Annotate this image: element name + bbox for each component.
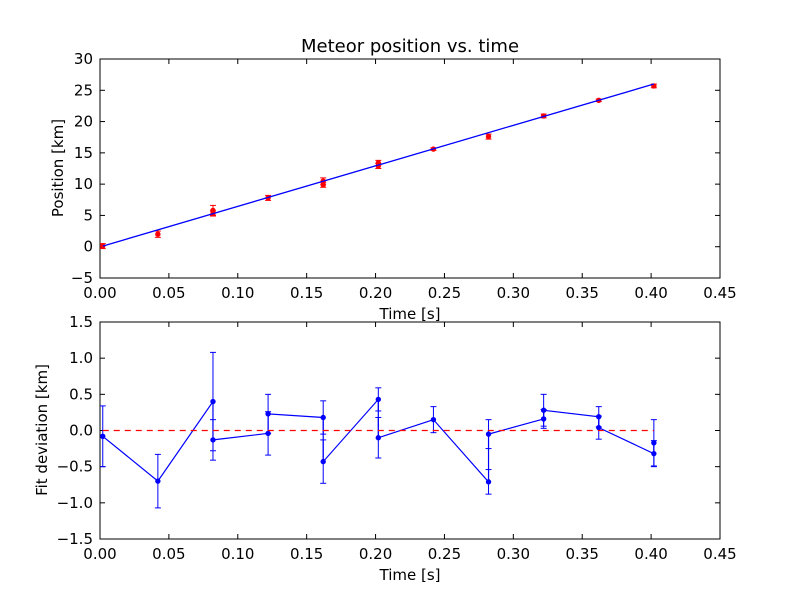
y-tick-label: 5 xyxy=(83,206,93,224)
y-tick-label: −0.5 xyxy=(57,458,93,476)
y-tick-label: 1.0 xyxy=(69,349,93,367)
data-point xyxy=(210,437,216,443)
x-tick-label: 0.05 xyxy=(152,284,185,302)
y-tick-label: −1.5 xyxy=(57,530,93,548)
y-tick-label: −5 xyxy=(71,269,93,287)
y-tick-label: −1.0 xyxy=(57,494,93,512)
chart-title: Meteor position vs. time xyxy=(301,36,519,57)
data-point xyxy=(375,435,382,441)
data-point xyxy=(375,396,382,403)
data-point xyxy=(320,414,326,421)
data-point xyxy=(320,182,326,188)
x-tick-label: 0.35 xyxy=(566,284,599,302)
data-point xyxy=(596,424,602,431)
data-point xyxy=(651,440,657,446)
y-tick-label: 20 xyxy=(74,113,93,131)
fit-line xyxy=(102,83,655,247)
y-tick-label: 0 xyxy=(83,238,93,256)
position-subplot: Meteor position vs. time Time [s] Positi… xyxy=(49,36,737,323)
plot-frame xyxy=(99,58,721,279)
data-point xyxy=(485,431,492,437)
y-tick-label: 0.0 xyxy=(69,422,93,440)
x-tick-label: 0.35 xyxy=(566,545,599,563)
x-tick-label: 0.45 xyxy=(703,545,736,563)
data-point xyxy=(540,407,547,413)
x-tick-label: 0.10 xyxy=(221,284,254,302)
data-layer xyxy=(100,83,657,250)
x-tick-label: 0.20 xyxy=(359,545,392,563)
deviation-subplot: Time [s] Fit deviation [km] 0.00 0.05 0.10… xyxy=(33,313,737,584)
x-tick-label: 0.25 xyxy=(428,284,461,302)
y-tick-label: 10 xyxy=(74,175,93,193)
data-point xyxy=(485,133,492,140)
x-tick-label: 0.05 xyxy=(152,545,185,563)
x-tick-label: 0.30 xyxy=(497,545,530,563)
x-axis-label: Time [s] xyxy=(379,305,441,323)
data-point xyxy=(265,411,271,417)
x-tick-label: 0.40 xyxy=(634,284,667,302)
y-tick-label: 0.5 xyxy=(69,385,93,403)
x-tick-label: 0.20 xyxy=(359,284,392,302)
x-tick-label: 0.15 xyxy=(290,284,323,302)
data-point xyxy=(210,398,216,405)
y-tick-label: 25 xyxy=(74,81,93,99)
data-point xyxy=(155,478,161,484)
x-tick-label: 0.00 xyxy=(83,284,116,302)
x-tick-label: 0.00 xyxy=(83,545,116,563)
data-layer xyxy=(100,351,657,509)
data-point xyxy=(155,231,161,237)
x-tick-label: 0.30 xyxy=(497,284,530,302)
x-axis-label: Time [s] xyxy=(379,566,441,584)
y-axis-label: Position [km] xyxy=(49,119,67,217)
y-tick-label: 15 xyxy=(74,144,93,162)
x-tick-label: 0.40 xyxy=(634,545,667,563)
data-point xyxy=(430,416,437,423)
data-point xyxy=(320,458,326,465)
y-tick-label: 1.5 xyxy=(69,313,93,331)
y-tick-label: 30 xyxy=(74,50,93,68)
data-point xyxy=(100,433,106,439)
x-tick-label: 0.25 xyxy=(428,545,461,563)
x-tick-label: 0.10 xyxy=(221,545,254,563)
x-tick-label: 0.15 xyxy=(290,545,323,563)
x-tick-label: 0.45 xyxy=(703,284,736,302)
y-axis-label: Fit deviation [km] xyxy=(33,364,51,496)
data-point xyxy=(485,479,492,485)
